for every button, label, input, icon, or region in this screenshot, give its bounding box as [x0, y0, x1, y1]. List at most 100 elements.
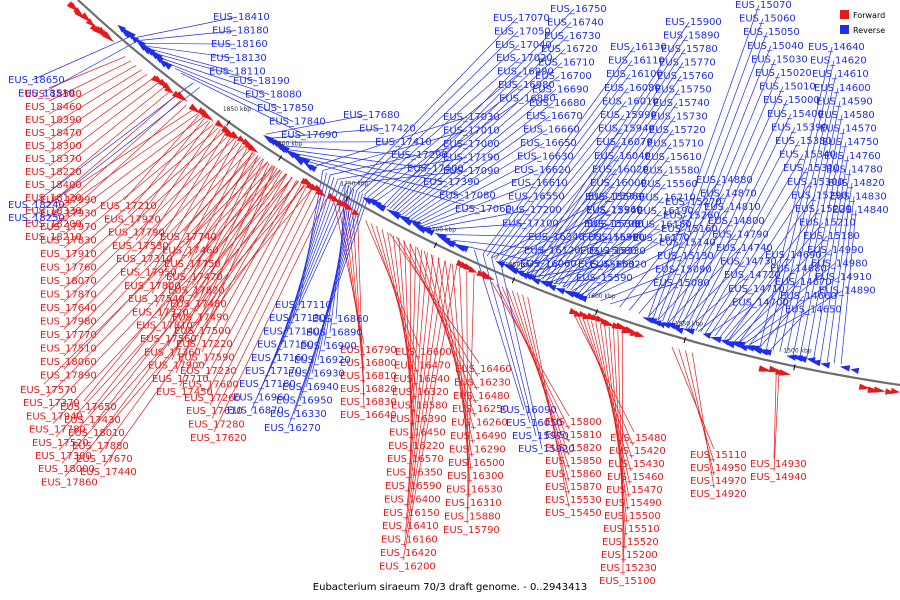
gene-feature-reverse-16 [130, 35, 139, 44]
genome-caption: Eubacterium siraeum 70/3 draft genome. -… [313, 582, 587, 593]
gene-label-reverse: EUS_18110 [209, 66, 266, 77]
gene-label-forward: EUS_14940 [750, 472, 807, 483]
gene-label-forward: EUS_17450 [156, 387, 213, 398]
gene-label-forward: EUS_14950 [690, 463, 747, 474]
gene-label-reverse: EUS_15300 [787, 177, 844, 188]
scale-tick-mark-0 [226, 120, 231, 126]
gene-feature-forward-165 [873, 386, 886, 393]
gene-label-forward: EUS_17810 [136, 321, 193, 332]
gene-label-reverse: EUS_16330 [270, 409, 327, 420]
gene-label-reverse: EUS_15690 [582, 232, 639, 243]
leader-line [55, 177, 293, 438]
scale-tick-mark-4 [511, 277, 516, 284]
leader-line [352, 213, 365, 397]
leader-line [429, 209, 530, 230]
gene-label-reverse: EUS_15600 [578, 260, 635, 271]
leader-line [209, 192, 317, 406]
gene-label-forward: EUS_17370 [23, 398, 80, 409]
gene-label-forward: EUS_15870 [545, 482, 602, 493]
gene-label-reverse: EUS_16650 [520, 138, 577, 149]
leader-line [265, 114, 368, 135]
leader-line [406, 255, 434, 507]
gene-label-forward: EUS_16530 [446, 485, 503, 496]
gene-label-reverse: EUS_16850 [499, 93, 556, 104]
leader-line [517, 237, 613, 270]
gene-label-forward: EUS_18200 [25, 219, 82, 230]
scale-tick-label: 1750 kbp [340, 180, 368, 187]
gene-feature-reverse-150 [762, 349, 772, 356]
leader-line [609, 282, 678, 305]
leader-line [95, 177, 293, 441]
gene-feature-reverse-91 [457, 244, 469, 253]
gene-label-forward: EUS_17800 [124, 281, 181, 292]
leader-line [507, 128, 623, 266]
leader-line [407, 252, 428, 494]
gene-feature-forward-42 [229, 130, 240, 140]
gene-feature-forward-5 [85, 18, 95, 27]
gene-label-reverse: EUS_16670 [526, 111, 583, 122]
gene-label-forward: EUS_16800 [340, 358, 397, 369]
gene-label-forward: EUS_15520 [602, 537, 659, 548]
gene-label-forward: EUS_17890 [40, 371, 97, 382]
gene-label-reverse: EUS_16050 [506, 418, 563, 429]
leader-line [352, 17, 518, 189]
gene-label-reverse: EUS_15780 [661, 44, 718, 55]
gene-label-reverse: EUS_17000 [443, 139, 500, 150]
gene-label-reverse: EUS_15080 [653, 278, 710, 289]
gene-feature-reverse-159 [810, 359, 821, 367]
leader-line [695, 140, 800, 331]
leader-line [413, 142, 545, 222]
leader-line [63, 120, 209, 235]
leader-line [103, 184, 305, 467]
leader-line [658, 234, 737, 321]
leader-line [532, 209, 611, 276]
gene-label-reverse: EUS_15540 [586, 206, 643, 217]
leader-line [691, 352, 715, 489]
gene-label-reverse: EUS_15400 [767, 109, 824, 120]
gene-feature-reverse-139 [702, 332, 712, 339]
gene-label-reverse: EUS_16920 [294, 355, 351, 366]
legend-reverse-label: Reverse [853, 26, 885, 35]
leader-line [522, 294, 570, 495]
leader-line [48, 60, 131, 102]
leader-line [600, 269, 680, 302]
leader-line [195, 170, 283, 312]
leader-line [136, 16, 238, 38]
scale-tick-label: 1850 kbp [223, 106, 251, 113]
gene-label-forward: EUS_17530 [112, 241, 169, 252]
leader-line [404, 102, 554, 217]
leader-line [648, 4, 760, 317]
gene-label-forward: EUS_15230 [600, 563, 657, 574]
gene-label-forward: EUS_17970 [40, 222, 97, 233]
leader-line [163, 151, 253, 334]
gene-label-forward: EUS_16490 [450, 431, 507, 442]
leader-line [482, 46, 635, 255]
gene-label-reverse: EUS_16080 [604, 83, 661, 94]
gene-label-forward: EUS_15480 [610, 433, 667, 444]
gene-label-forward: EUS_18210 [25, 232, 82, 243]
gene-feature-reverse-88 [440, 238, 454, 248]
leader-line [63, 149, 250, 343]
gene-label-reverse: EUS_16660 [523, 125, 580, 136]
leader-line [61, 185, 306, 464]
leader-line [416, 247, 476, 417]
gene-label-reverse: EUS_14780 [826, 164, 883, 175]
leader-line [289, 149, 432, 169]
gene-label-reverse: EUS_14610 [812, 69, 869, 80]
leader-line [826, 182, 853, 362]
gene-label-forward: EUS_17500 [174, 326, 231, 337]
leader-line [315, 116, 468, 167]
gene-label-reverse: EUS_16900 [300, 341, 357, 352]
leader-line [426, 196, 533, 228]
gene-label-reverse: EUS_17150 [257, 340, 314, 351]
gene-label-reverse: EUS_15000 [763, 95, 820, 106]
gene-label-forward: EUS_17950 [120, 268, 177, 279]
leader-line [407, 115, 551, 219]
gene-label-forward: EUS_17300 [35, 451, 92, 462]
leader-line [799, 128, 845, 357]
gene-label-reverse: EUS_17390 [423, 177, 480, 188]
gene-label-forward: EUS_16220 [388, 441, 445, 452]
legend-forward-swatch [840, 10, 849, 19]
leader-line [534, 48, 686, 277]
gene-label-forward: EUS_16450 [389, 427, 446, 438]
